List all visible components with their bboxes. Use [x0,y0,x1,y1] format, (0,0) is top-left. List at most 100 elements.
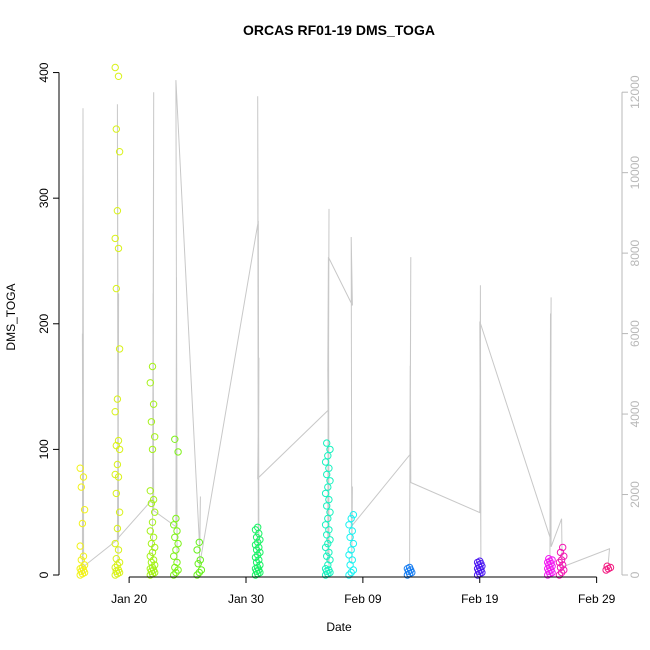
data-point [326,477,334,485]
series-2016-01-22 [146,362,159,579]
data-point [112,441,121,450]
data-point [324,539,332,548]
data-point [171,533,179,541]
data-point [171,435,179,443]
series-2016-01-24 [170,435,182,579]
data-point [147,499,156,508]
data-point [325,526,333,534]
data-point [111,234,119,243]
data-point [174,448,182,456]
data-point [114,546,123,554]
data-point [476,557,484,565]
x-tick-label: Feb 29 [578,592,616,606]
data-point [345,551,353,559]
y2-tick-label: 2000 [628,481,642,508]
data-point [111,63,119,72]
data-point [114,72,123,81]
data-point [321,489,330,498]
data-point [79,473,88,481]
data-point [323,439,331,447]
data-point [326,536,334,544]
data-point [323,502,331,510]
data-point [325,464,333,472]
x-tick-label: Jan 30 [228,592,264,606]
data-point [111,563,119,572]
data-point [252,546,261,554]
series-2016-03-01 [602,562,615,574]
data-point [347,514,355,523]
data-point [349,539,358,548]
data-point [113,207,122,215]
data-point [114,244,123,253]
data-point [323,470,331,479]
data-point [151,508,159,516]
data-point [113,460,122,469]
data-point [149,533,158,541]
data-point [114,436,123,445]
data-point [112,284,121,293]
series-2016-02-25 [544,555,556,579]
data-point [146,552,155,560]
data-point [146,379,155,387]
data-point [555,571,564,579]
data-point [251,526,260,534]
y2-tick-label: 4000 [628,400,642,427]
data-point [148,445,157,454]
data-point [173,558,181,567]
data-point [146,527,155,535]
y-tick-label: 300 [37,188,51,208]
data-point [77,483,86,491]
data-point [195,538,204,546]
data-point [349,511,358,519]
series-2016-01-16 [76,464,89,579]
y-tick-label: 100 [37,439,51,459]
axes-layer: 0100200300400020004000600080001000012000… [37,62,642,606]
points-layer [76,63,615,579]
data-point [321,565,330,573]
data-point [148,563,157,572]
data-point [251,553,260,562]
series-2016-02-13 [403,563,416,579]
data-point [79,552,88,560]
data-point [76,542,84,550]
data-point [151,433,159,441]
data-point [115,508,124,516]
data-point [321,458,330,466]
data-point [170,521,178,529]
data-point [148,362,157,371]
data-point [254,538,262,546]
data-point [345,521,353,529]
data-point [77,556,86,564]
data-point [324,514,332,523]
y2-tick-label: 8000 [628,239,642,266]
data-point [174,539,182,548]
overlay-line-layer [81,80,611,576]
data-point [172,568,180,577]
series-2016-01-26 [193,538,206,579]
overlay-line [81,80,611,576]
data-point [326,445,334,454]
data-point [113,524,122,533]
data-point [349,566,358,574]
data-point [80,506,89,514]
data-point [254,551,262,559]
data-point [111,470,119,479]
data-point [113,395,122,403]
data-point [115,345,124,353]
data-point [170,552,178,560]
data-point [348,527,356,535]
data-point [147,418,156,426]
data-point [346,533,354,541]
series-2016-02-06 [321,439,334,579]
data-point [324,483,332,491]
data-point [112,555,121,563]
data-point [148,548,157,557]
data-point [557,568,566,577]
series-2016-02-19 [473,557,486,579]
data-point [326,508,334,516]
data-point [170,571,178,579]
series-2016-01-19 [111,63,124,579]
x-tick-label: Jan 20 [111,592,147,606]
data-point [112,125,121,133]
